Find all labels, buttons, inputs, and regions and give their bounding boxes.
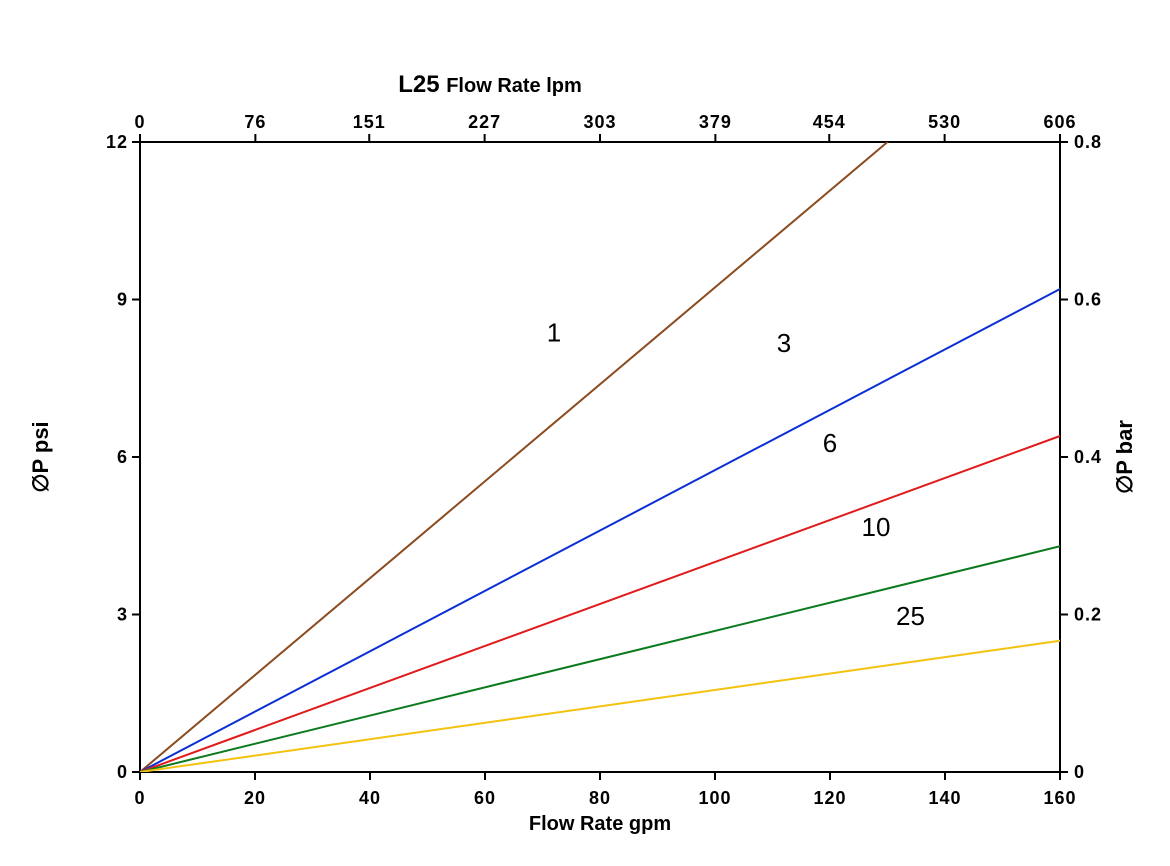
x-bottom-tick-label: 100	[698, 788, 731, 808]
y-left-tick-label: 0	[117, 762, 128, 782]
x-bottom-tick-label: 0	[134, 788, 145, 808]
plot-area	[140, 142, 1060, 772]
chart-title: L25 Flow Rate lpm	[398, 71, 582, 98]
series-label-10: 10	[862, 512, 891, 542]
chart-page: 020406080100120140160Flow Rate gpm076151…	[0, 0, 1170, 866]
x-top-tick-label: 303	[583, 112, 616, 132]
series-label-3: 3	[777, 328, 791, 358]
y-left-tick-label: 9	[117, 290, 128, 310]
x-bottom-axis-label: Flow Rate gpm	[529, 813, 671, 835]
x-bottom-tick-label: 20	[244, 788, 266, 808]
x-bottom-tick-label: 160	[1043, 788, 1076, 808]
chart-canvas: 020406080100120140160Flow Rate gpm076151…	[0, 0, 1170, 866]
x-bottom-tick-label: 140	[928, 788, 961, 808]
x-top-tick-label: 379	[699, 112, 732, 132]
series-label-1: 1	[547, 318, 561, 348]
x-top-tick-label: 227	[468, 112, 501, 132]
series-label-6: 6	[823, 428, 837, 458]
x-bottom-tick-label: 40	[359, 788, 381, 808]
y-left-tick-label: 12	[106, 132, 128, 152]
y-right-tick-label: 0.8	[1074, 132, 1102, 152]
y-right-axis-label: ∅P bar	[1112, 420, 1137, 494]
y-right-tick-label: 0.4	[1074, 447, 1102, 467]
y-left-axis-label: ∅P psi	[28, 421, 53, 492]
x-top-tick-label: 454	[813, 112, 846, 132]
x-bottom-tick-label: 60	[474, 788, 496, 808]
x-top-tick-label: 606	[1043, 112, 1076, 132]
x-top-tick-label: 530	[928, 112, 961, 132]
x-top-tick-label: 0	[134, 112, 145, 132]
y-left-tick-label: 6	[117, 447, 128, 467]
y-right-tick-label: 0.6	[1074, 290, 1102, 310]
x-bottom-tick-label: 120	[813, 788, 846, 808]
x-top-tick-label: 151	[353, 112, 386, 132]
x-bottom-tick-label: 80	[589, 788, 611, 808]
y-right-tick-label: 0	[1074, 762, 1085, 782]
y-right-tick-label: 0.2	[1074, 605, 1102, 625]
series-label-25: 25	[896, 601, 925, 631]
x-top-tick-label: 76	[244, 112, 266, 132]
y-left-tick-label: 3	[117, 605, 128, 625]
